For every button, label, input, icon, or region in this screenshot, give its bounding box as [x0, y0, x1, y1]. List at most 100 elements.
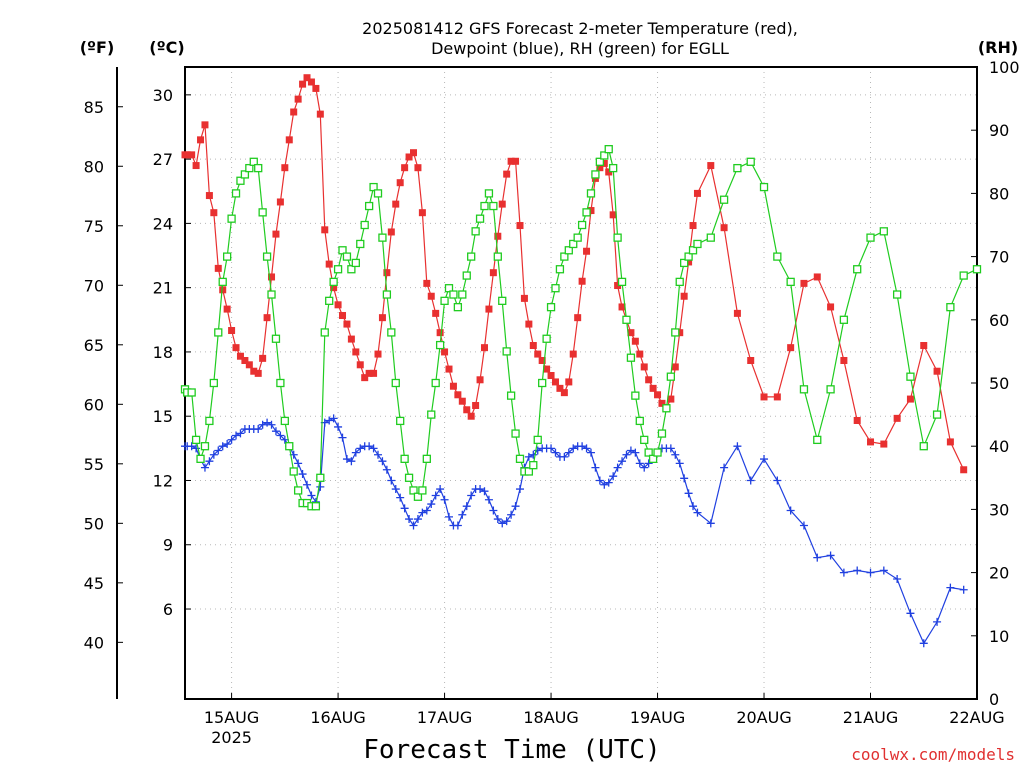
temperature-point	[396, 179, 404, 187]
temperature-point	[352, 348, 360, 356]
temperature-point	[392, 200, 400, 208]
dewpoint-point	[689, 502, 698, 511]
rh-point	[555, 265, 565, 274]
temperature-point	[250, 367, 258, 375]
dewpoint-point	[773, 476, 782, 485]
rh-point	[635, 416, 644, 426]
rh-tick-label: 30	[989, 500, 1009, 519]
temperature-point	[733, 309, 741, 317]
dewpoint-point	[640, 463, 649, 472]
celsius-tick-label: 30	[153, 86, 173, 105]
temperature-point	[330, 284, 338, 292]
temperature-point	[188, 151, 196, 159]
rh-tick-label: 20	[989, 564, 1009, 583]
rh-point	[413, 492, 423, 501]
rh-point	[240, 170, 250, 179]
dewpoint-point	[839, 568, 848, 577]
temperature-point	[268, 273, 276, 281]
rh-point	[826, 385, 835, 394]
dewpoint-point	[374, 450, 383, 459]
rh-point	[542, 334, 551, 343]
temperature-point	[232, 344, 240, 352]
temperature-point	[210, 209, 218, 217]
rh-point	[972, 265, 982, 274]
dewpoint-point	[631, 448, 640, 457]
temperature-point	[631, 337, 639, 345]
rh-point	[932, 410, 942, 419]
temperature-point	[489, 269, 497, 277]
dewpoint-point	[338, 433, 347, 442]
x-tick-label: 22AUG	[949, 708, 1004, 727]
temperature-point	[472, 401, 480, 409]
rh-tick-label: 0	[989, 690, 999, 709]
rh-point	[573, 233, 582, 242]
dewpoint-point	[502, 517, 511, 526]
temperature-point	[827, 303, 835, 311]
rh-point	[688, 246, 698, 255]
dewpoint-point	[498, 519, 507, 528]
dewpoint-point	[276, 431, 285, 440]
rh-point	[489, 201, 498, 211]
dewpoint-point	[644, 459, 653, 468]
celsius-tick-label: 6	[163, 600, 173, 619]
dewpoint-point	[200, 463, 209, 472]
dewpoint-point	[666, 444, 675, 453]
dewpoint-point	[635, 459, 644, 468]
rh-point	[285, 442, 294, 451]
celsius-tick-label: 27	[153, 150, 173, 169]
rh-point	[666, 372, 675, 381]
fahrenheit-tick-label: 65	[84, 336, 104, 355]
fahrenheit-tick-label: 60	[84, 395, 104, 414]
temperature-point	[325, 260, 333, 268]
dewpoint-point	[280, 435, 289, 444]
dewpoint-point	[347, 457, 356, 466]
x-tick-label: 17AUG	[417, 708, 472, 727]
temperature-point	[614, 282, 622, 290]
rh-point	[356, 239, 365, 249]
dewpoint-point	[733, 442, 742, 451]
temperature-point	[516, 222, 524, 230]
dewpoint-point	[507, 510, 516, 519]
rh-point	[218, 277, 227, 287]
rh-point	[258, 208, 267, 217]
temperature-point	[498, 200, 506, 208]
rh-point	[533, 435, 542, 445]
rh-point	[214, 328, 223, 337]
rh-point	[680, 258, 689, 268]
rh-point	[320, 328, 329, 337]
temperature-point	[680, 292, 688, 300]
rh-point	[498, 296, 507, 305]
temperature-point	[636, 350, 644, 358]
rh-point	[387, 328, 396, 337]
rh-point	[613, 233, 622, 242]
temperature-point	[285, 136, 293, 144]
dewpoint-point	[511, 502, 520, 511]
rh-point	[879, 227, 888, 236]
rh-point	[515, 454, 525, 463]
rh-point	[200, 442, 210, 451]
temperature-point	[197, 136, 205, 144]
rh-point	[759, 182, 769, 192]
dewpoint-point	[396, 493, 405, 502]
temperature-point	[560, 389, 568, 397]
rh-point	[293, 486, 303, 495]
temperature-point	[449, 382, 457, 390]
rh-point	[546, 303, 556, 312]
fahrenheit-tick-label: 80	[84, 157, 104, 176]
dewpoint-point	[369, 444, 378, 453]
temperature-point	[259, 354, 267, 362]
temperature-point	[339, 312, 347, 320]
dewpoint-point	[325, 416, 334, 425]
dewpoint-point	[533, 446, 542, 455]
rh-point	[369, 182, 378, 192]
dewpoint-point	[267, 420, 276, 429]
dewpoint-point	[409, 521, 418, 530]
rh-point	[506, 391, 516, 400]
rh-point	[422, 454, 431, 463]
fahrenheit-tick-label: 85	[84, 98, 104, 117]
dewpoint-point	[271, 427, 280, 436]
rh-point	[458, 290, 467, 299]
rh-tick-label: 80	[989, 184, 1009, 203]
dewpoint-point	[480, 487, 489, 496]
dewpoint-point	[622, 450, 631, 459]
